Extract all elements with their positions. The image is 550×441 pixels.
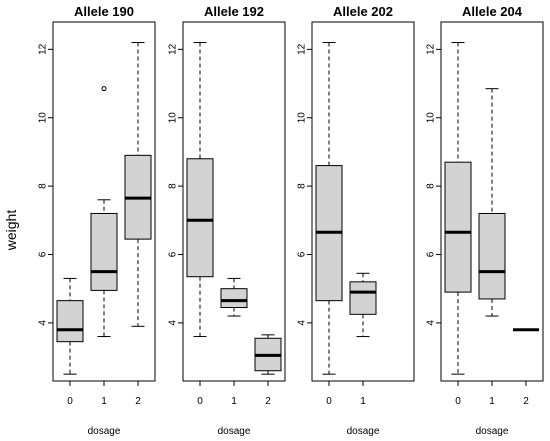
panel-title: Allele 202 — [333, 4, 393, 19]
x-tick-label: 0 — [455, 396, 461, 407]
y-tick-label: 8 — [38, 183, 49, 189]
y-tick-label: 4 — [297, 320, 308, 326]
panel-title: Allele 192 — [204, 4, 264, 19]
y-tick-label: 4 — [38, 320, 49, 326]
y-tick-label: 12 — [426, 43, 437, 55]
y-tick-label: 6 — [297, 251, 308, 257]
y-tick-label: 12 — [168, 43, 179, 55]
box-body — [186, 158, 214, 278]
panel-title: Allele 190 — [74, 4, 134, 19]
y-tick-label: 4 — [426, 320, 437, 326]
outlier-point — [101, 86, 107, 92]
panel-3: Allele 202 4 6 8 10 12 0 1 dosage — [297, 4, 415, 437]
y-tick-label: 12 — [38, 43, 49, 55]
y-tick-label: 8 — [297, 183, 308, 189]
y-axis-label: weight — [3, 210, 19, 252]
x-tick-label: 1 — [231, 396, 237, 407]
box-0 — [56, 277, 84, 375]
box-body — [444, 161, 472, 293]
y-tick-label: 4 — [168, 320, 179, 326]
box-1 — [220, 277, 248, 317]
y-tick-label: 6 — [168, 251, 179, 257]
y-tick-label: 12 — [297, 43, 308, 55]
box-0 — [315, 42, 343, 375]
box-body — [56, 300, 84, 343]
box-2 — [124, 42, 152, 327]
box-1 — [90, 86, 118, 338]
y-tick-label: 8 — [426, 183, 437, 189]
y-tick-label: 10 — [38, 112, 49, 124]
box-2 — [254, 334, 282, 375]
box-0 — [186, 42, 214, 338]
x-axis-label: dosage — [88, 426, 121, 437]
x-tick-label: 1 — [489, 396, 495, 407]
x-tick-label: 2 — [523, 396, 529, 407]
x-tick-label: 1 — [101, 396, 107, 407]
x-axis-label: dosage — [476, 426, 509, 437]
box-0 — [444, 42, 472, 375]
x-tick-label: 0 — [326, 396, 332, 407]
box-body — [220, 288, 248, 308]
x-axis-label: dosage — [347, 426, 380, 437]
box-body — [90, 212, 118, 291]
y-tick-label: 10 — [426, 112, 437, 124]
y-tick-label: 6 — [38, 251, 49, 257]
box-body — [349, 281, 377, 315]
y-tick-label: 8 — [168, 183, 179, 189]
x-tick-label: 0 — [67, 396, 73, 407]
y-tick-label: 6 — [426, 251, 437, 257]
box-1 — [478, 88, 506, 317]
x-tick-label: 2 — [135, 396, 141, 407]
y-tick-label: 10 — [297, 112, 308, 124]
y-tick-label: 10 — [168, 112, 179, 124]
x-axis-label: dosage — [218, 426, 251, 437]
x-tick-label: 0 — [197, 396, 203, 407]
panel-title: Allele 204 — [462, 4, 523, 19]
x-tick-label: 1 — [360, 396, 366, 407]
box-body — [478, 212, 506, 300]
x-tick-label: 2 — [265, 396, 271, 407]
box-1 — [349, 272, 377, 338]
